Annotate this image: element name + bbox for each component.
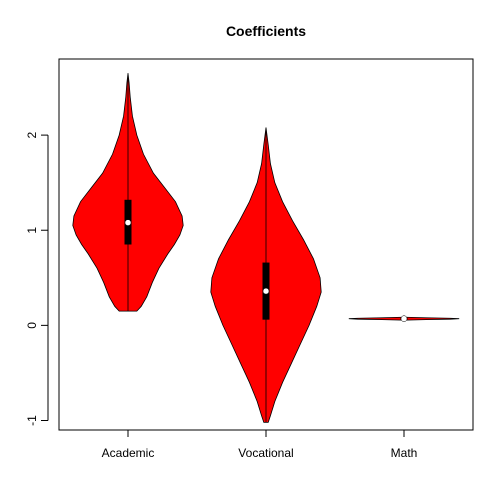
x-tick-label: Academic	[102, 446, 155, 460]
x-tick-label: Math	[391, 446, 418, 460]
violin-median-academic	[124, 219, 132, 226]
x-tick-label: Vocational	[238, 446, 293, 460]
y-tick-label: -1	[25, 415, 39, 426]
y-tick-label: 2	[25, 131, 39, 138]
y-tick-label: 0	[25, 322, 39, 329]
y-tick-label: 1	[25, 227, 39, 234]
violin-median-math	[400, 315, 408, 322]
violin-vocational	[210, 127, 322, 423]
violin-math	[348, 315, 460, 322]
chart-title: Coefficients	[226, 23, 306, 39]
violin-academic	[72, 73, 184, 312]
x-axis: Academic Vocational Math	[102, 429, 418, 460]
violins-layer	[72, 73, 460, 423]
y-axis: -1 0 1 2	[25, 131, 49, 426]
violin-median-vocational	[262, 287, 270, 295]
